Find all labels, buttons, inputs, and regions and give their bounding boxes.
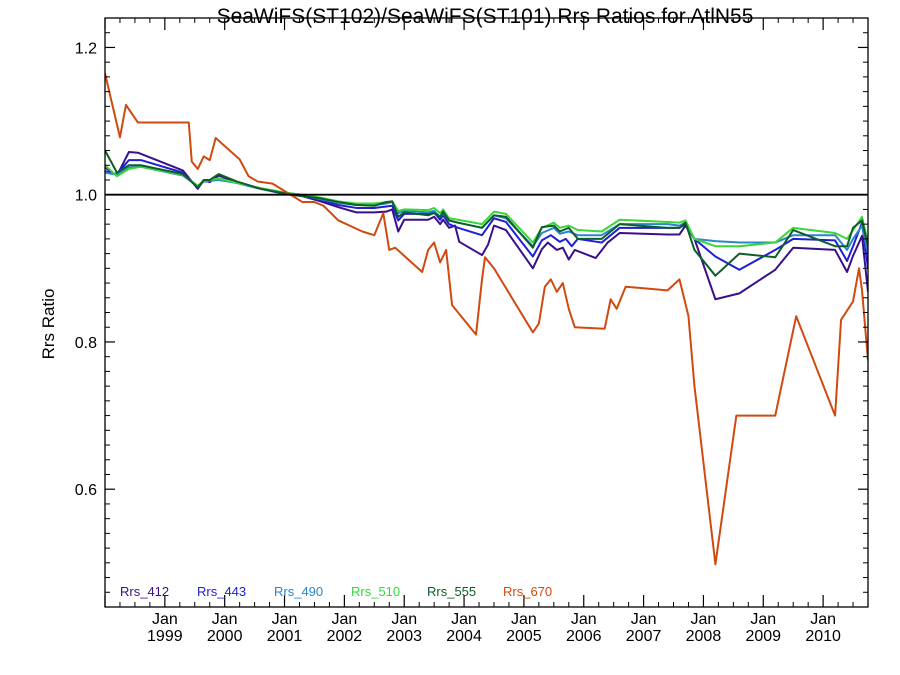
- x-tick-year-label: 2009: [745, 628, 781, 645]
- legend-entry-rrs-555: Rrs_555: [427, 584, 476, 599]
- legend-entry-rrs-443: Rrs_443: [197, 584, 246, 599]
- legend-entry-rrs-412: Rrs_412: [120, 584, 169, 599]
- x-tick-month-label: Jan: [691, 611, 717, 628]
- x-tick-month-label: Jan: [152, 611, 178, 628]
- x-tick-year-label: 2000: [207, 628, 243, 645]
- y-tick-label: 0.6: [75, 482, 97, 499]
- x-axis: Jan1999Jan2000Jan2001Jan2002Jan2003Jan20…: [104, 18, 869, 645]
- y-tick-label: 1.0: [75, 188, 97, 205]
- x-tick-year-label: 1999: [147, 628, 183, 645]
- x-tick-month-label: Jan: [331, 611, 357, 628]
- legend: Rrs_412 Rrs_443 Rrs_490 Rrs_510 Rrs_555 Rrs_6…: [120, 584, 552, 599]
- x-tick-month-label: Jan: [571, 611, 597, 628]
- x-tick-year-label: 2002: [327, 628, 363, 645]
- x-tick-month-label: Jan: [451, 611, 477, 628]
- legend-entry-rrs-670: Rrs_670: [503, 584, 552, 599]
- x-tick-month-label: Jan: [631, 611, 657, 628]
- x-tick-month-label: Jan: [391, 611, 417, 628]
- x-tick-year-label: 2003: [386, 628, 422, 645]
- y-axis-label: Rrs Ratio: [39, 289, 58, 360]
- x-tick-year-label: 2005: [506, 628, 542, 645]
- x-tick-year-label: 2004: [446, 628, 482, 645]
- x-tick-year-label: 2006: [566, 628, 602, 645]
- y-tick-label: 0.8: [75, 335, 97, 352]
- plot-frame: [104, 17, 869, 608]
- series-line-rrs-555: [105, 150, 868, 277]
- y-tick-label: 1.2: [75, 40, 97, 57]
- x-tick-year-label: 2007: [626, 628, 662, 645]
- chart-title: SeaWiFS(ST102)/SeaWiFS(ST101) Rrs Ratios…: [217, 5, 754, 28]
- x-tick-month-label: Jan: [810, 611, 836, 628]
- series-line-rrs-510: [105, 164, 868, 248]
- series-layer: [105, 72, 868, 566]
- x-tick-year-label: 2008: [686, 628, 722, 645]
- x-tick-month-label: Jan: [511, 611, 537, 628]
- legend-entry-rrs-490: Rrs_490: [274, 584, 323, 599]
- x-tick-year-label: 2010: [805, 628, 841, 645]
- legend-entry-rrs-510: Rrs_510: [351, 584, 400, 599]
- y-axis: 0.6 0.8 1.0 1.2: [75, 17, 868, 608]
- x-tick-month-label: Jan: [272, 611, 298, 628]
- x-tick-year-label: 2001: [267, 628, 303, 645]
- series-line-rrs-490: [105, 165, 868, 254]
- x-tick-month-label: Jan: [750, 611, 776, 628]
- series-line-rrs-670: [105, 72, 868, 566]
- x-tick-month-label: Jan: [212, 611, 238, 628]
